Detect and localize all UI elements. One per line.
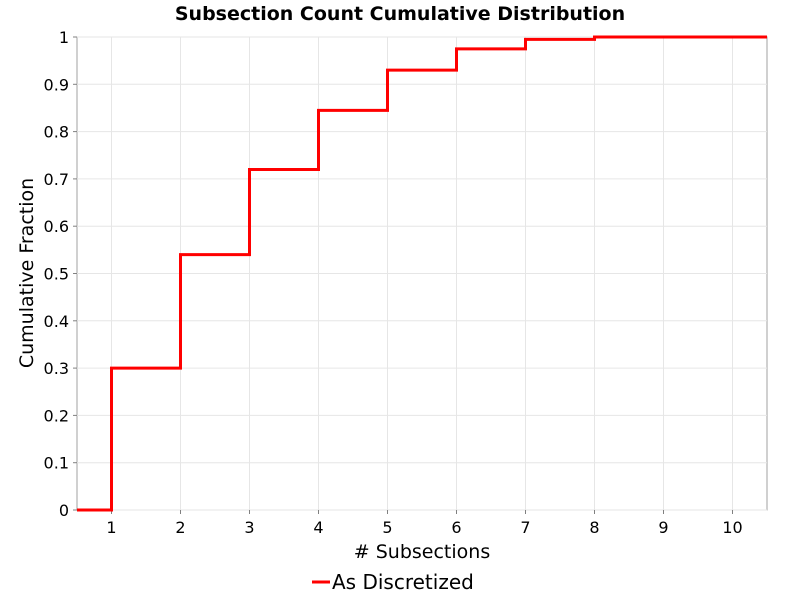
x-tick-label: 2	[175, 518, 185, 537]
x-tick-label: 4	[313, 518, 323, 537]
legend: As Discretized	[312, 570, 474, 594]
legend-label: As Discretized	[332, 570, 474, 594]
y-tick-label: 0.1	[44, 454, 69, 473]
y-tick-label: 0.2	[44, 406, 69, 425]
y-tick-label: 0.3	[44, 359, 69, 378]
x-tick-label: 3	[244, 518, 254, 537]
x-tick-label: 9	[658, 518, 668, 537]
y-tick-label: 0.6	[44, 217, 69, 236]
x-tick-label: 10	[722, 518, 742, 537]
x-tick-label: 8	[589, 518, 599, 537]
x-tick-label: 6	[451, 518, 461, 537]
x-axis-label: # Subsections	[354, 541, 490, 563]
x-tick-label: 7	[520, 518, 530, 537]
series	[77, 35, 767, 512]
y-axis-ticks: 0 0.1 0.2 0.3 0.4 0.5 0.6 0.7 0.8 0.9 1	[44, 28, 77, 520]
y-tick-label: 1	[59, 28, 69, 47]
series-line	[77, 35, 767, 512]
y-tick-label: 0	[59, 501, 69, 520]
chart-title: Subsection Count Cumulative Distribution	[175, 3, 625, 25]
y-tick-label: 0.5	[44, 265, 69, 284]
y-tick-label: 0.8	[44, 123, 69, 142]
y-tick-label: 0.9	[44, 75, 69, 94]
x-axis-ticks: 1 2 3 4 5 6 7 8 9 10	[106, 510, 743, 537]
grid	[77, 36, 767, 511]
x-tick-label: 1	[106, 518, 116, 537]
y-axis-label: Cumulative Fraction	[16, 178, 38, 368]
y-tick-label: 0.4	[44, 312, 69, 331]
x-tick-label: 5	[382, 518, 392, 537]
y-tick-label: 0.7	[44, 170, 69, 189]
